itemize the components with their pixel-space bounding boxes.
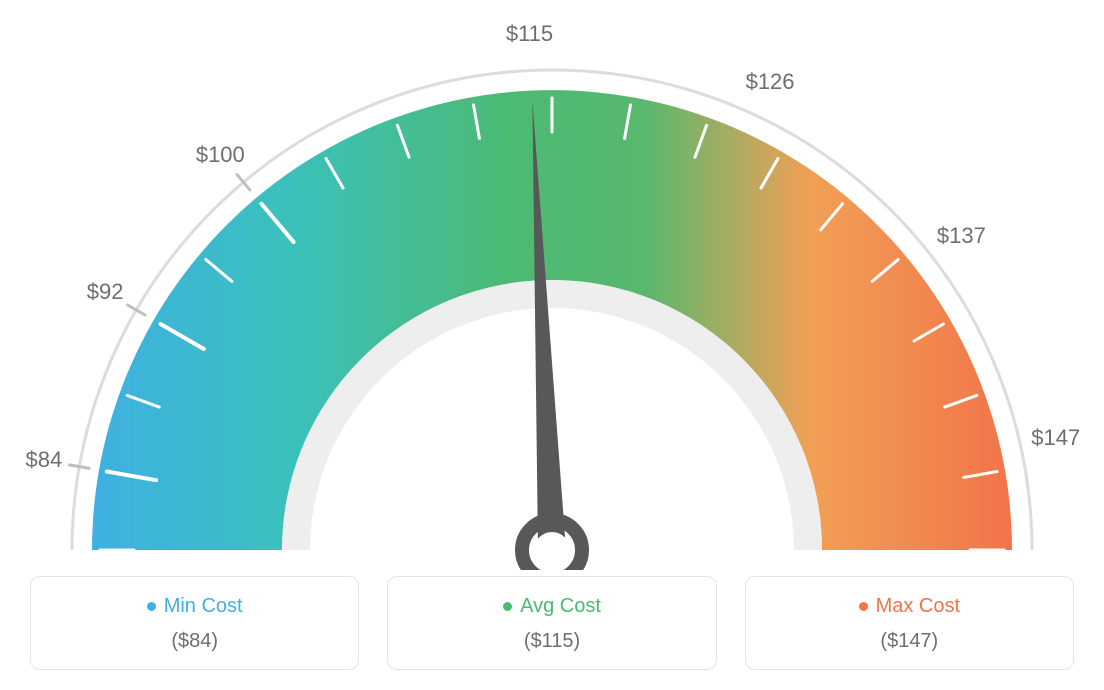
gauge-tick-label: $137 xyxy=(937,223,986,249)
legend-title-max: Max Cost xyxy=(859,595,960,618)
legend-row: Min Cost ($84) Avg Cost ($115) Max Cost … xyxy=(30,576,1074,670)
legend-card-max: Max Cost ($147) xyxy=(745,576,1074,670)
legend-label-min: Min Cost xyxy=(164,595,243,618)
legend-label-max: Max Cost xyxy=(876,595,960,618)
legend-card-avg: Avg Cost ($115) xyxy=(387,576,716,670)
legend-title-avg: Avg Cost xyxy=(503,595,601,618)
legend-dot-avg xyxy=(503,602,512,611)
gauge-svg xyxy=(22,10,1082,570)
gauge-tick-label: $126 xyxy=(746,69,795,95)
legend-label-avg: Avg Cost xyxy=(520,595,601,618)
legend-dot-max xyxy=(859,602,868,611)
cost-gauge: $84 $92 $100 $115 $126 $137 $147 xyxy=(0,0,1104,570)
legend-value-max: ($147) xyxy=(756,630,1063,653)
gauge-tick-label: $84 xyxy=(25,447,62,473)
legend-value-min: ($84) xyxy=(41,630,348,653)
gauge-tick-label: $115 xyxy=(506,21,553,47)
legend-dot-min xyxy=(147,602,156,611)
legend-title-min: Min Cost xyxy=(147,595,243,618)
gauge-tick-label: $147 xyxy=(1031,425,1080,451)
legend-card-min: Min Cost ($84) xyxy=(30,576,359,670)
legend-value-avg: ($115) xyxy=(398,630,705,653)
gauge-tick-label: $100 xyxy=(196,142,245,168)
gauge-tick-label: $92 xyxy=(87,279,124,305)
